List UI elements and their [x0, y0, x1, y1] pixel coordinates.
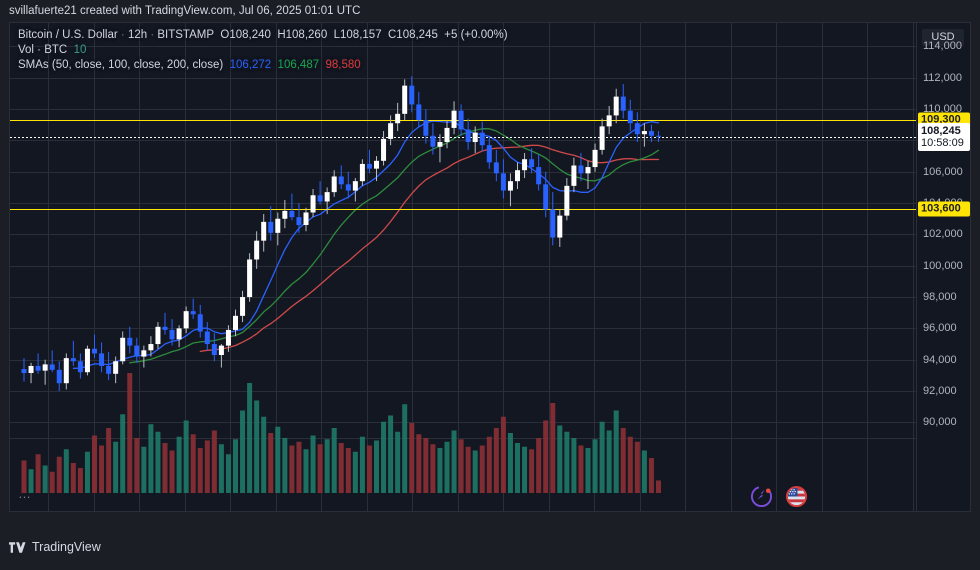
- price-tick: 112,000: [923, 71, 962, 84]
- chart-gridlines: [10, 23, 916, 511]
- current-price-label-time: 10:58:09: [921, 136, 964, 149]
- price-tick: 98,000: [923, 291, 957, 304]
- current-price-label[interactable]: 108,245 10:58:09: [918, 122, 970, 151]
- pane-overflow-menu[interactable]: …: [18, 486, 32, 501]
- price-tick: 94,000: [923, 353, 957, 366]
- price-tick: 100,000: [923, 259, 963, 272]
- chart-badges: [750, 485, 808, 508]
- chart-pane[interactable]: [10, 23, 916, 511]
- usa-flag-badge-icon[interactable]: [785, 485, 808, 508]
- price-axis[interactable]: USD 114,000112,000110,000108,000106,0001…: [916, 23, 970, 511]
- price-tick: 102,000: [923, 228, 963, 241]
- price-tick: 90,000: [923, 416, 957, 429]
- chart-frame: Bitcoin / U.S. Dollar · 12h · BITSTAMP O…: [9, 22, 971, 512]
- footer-branding: TradingView: [9, 540, 101, 554]
- currency-badge: USD: [922, 29, 964, 46]
- lower-level-label-value: 103,600: [921, 202, 961, 215]
- upper-level-label-value: 109,300: [921, 113, 961, 126]
- magic-wand-badge-icon[interactable]: [750, 485, 773, 508]
- axis-corner: [916, 511, 970, 512]
- price-tick: 92,000: [923, 385, 957, 398]
- chart-series: [10, 76, 916, 493]
- tradingview-brand-label: TradingView: [32, 540, 101, 554]
- price-tick: 96,000: [923, 322, 957, 335]
- time-axis[interactable]: 162126May611162126Jun611162126Jul6111621: [10, 511, 970, 512]
- price-tick: 114,000: [923, 40, 962, 53]
- current-price-label-value: 108,245: [921, 124, 961, 137]
- attribution-text: svillafuerte21 created with TradingView.…: [0, 0, 980, 22]
- tradingview-logo-icon: [9, 541, 26, 553]
- price-tick: 106,000: [923, 165, 963, 178]
- lower-level-label[interactable]: 103,600: [918, 201, 970, 217]
- price-tick: 110,000: [923, 103, 962, 116]
